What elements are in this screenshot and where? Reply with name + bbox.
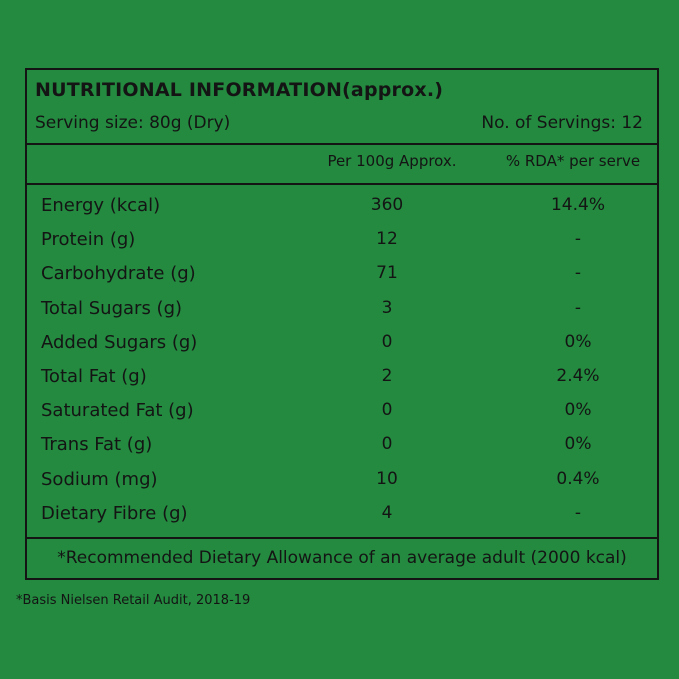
nutrient-value: 0% <box>564 331 592 352</box>
source-note: *Basis Nielsen Retail Audit, 2018-19 <box>16 593 251 608</box>
nutrient-value: 3 <box>381 297 393 318</box>
nutrition-table: NUTRITIONAL INFORMATION(approx.) Serving… <box>25 68 659 580</box>
nutrient-name: Energy (kcal) <box>41 195 161 216</box>
nutrient-name: Total Fat (g) <box>41 366 147 387</box>
column-header: Per 100g Approx. <box>327 152 457 170</box>
nutrient-value: 0% <box>564 434 592 455</box>
nutrient-name: Trans Fat (g) <box>41 434 153 456</box>
divider <box>27 537 657 539</box>
nutrient-value: 0 <box>381 434 393 455</box>
nutrient-value: 4 <box>381 502 393 523</box>
nutrient-value: 0 <box>381 331 393 352</box>
nutrient-value: 12 <box>376 229 398 250</box>
nutrient-value: 0% <box>564 400 592 421</box>
nutrient-value: 0 <box>381 400 393 421</box>
nutrient-value: 10 <box>376 468 398 489</box>
footnote: *Recommended Dietary Allowance of an ave… <box>57 548 627 568</box>
serving-size: Serving size: 80g (Dry) <box>35 113 231 133</box>
divider <box>27 143 657 145</box>
nutrient-name: Protein (g) <box>41 229 136 251</box>
servings: No. of Servings: 12 <box>481 113 643 133</box>
nutrient-value: 360 <box>370 195 404 215</box>
nutrient-value: - <box>574 229 582 250</box>
divider <box>27 183 657 185</box>
nutrient-value: 2.4% <box>556 366 600 386</box>
nutrient-name: Sodium (mg) <box>41 468 158 490</box>
title: NUTRITIONAL INFORMATION(approx.) <box>35 79 444 101</box>
nutrient-value: - <box>574 502 582 523</box>
nutrient-value: 71 <box>376 263 398 284</box>
nutrient-value: - <box>574 297 582 318</box>
nutrient-name: Added Sugars (g) <box>41 331 198 353</box>
nutrient-value: 14.4% <box>550 195 606 215</box>
column-header: % RDA* per serve <box>505 152 641 170</box>
nutrient-value: 2 <box>381 366 393 386</box>
nutrient-name: Carbohydrate (g) <box>41 263 196 285</box>
nutrient-name: Saturated Fat (g) <box>41 400 194 422</box>
nutrient-value: 0.4% <box>556 468 600 489</box>
nutrient-value: - <box>574 263 582 284</box>
nutrient-name: Dietary Fibre (g) <box>41 502 188 524</box>
nutrient-name: Total Sugars (g) <box>41 297 183 319</box>
